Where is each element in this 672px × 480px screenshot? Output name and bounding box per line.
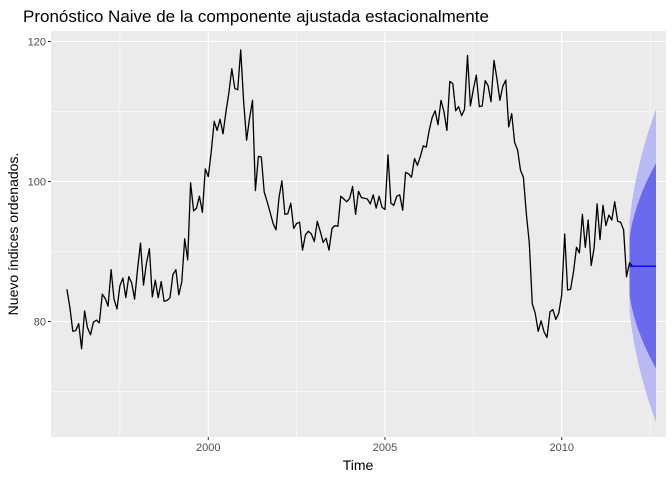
chart-title: Pronóstico Naive de la componente ajusta…	[23, 7, 489, 26]
x-tick-label: 2005	[373, 442, 397, 454]
x-tick-label: 2000	[196, 442, 220, 454]
x-axis: 2000 2005 2010	[196, 437, 574, 454]
x-tick-label: 2010	[549, 442, 573, 454]
grid-minor	[51, 31, 666, 437]
x-axis-title: Time	[343, 457, 374, 473]
y-tick-label: 80	[34, 317, 46, 329]
plot-panel	[51, 31, 666, 437]
y-axis: 80 100 120	[28, 37, 51, 329]
y-axis-title: Nuevo índices ordenados.	[5, 153, 21, 316]
grid-major	[51, 31, 666, 437]
series-group	[66, 49, 656, 350]
y-tick-label: 120	[28, 37, 46, 49]
series-line	[66, 49, 633, 350]
y-tick-label: 100	[28, 177, 46, 189]
